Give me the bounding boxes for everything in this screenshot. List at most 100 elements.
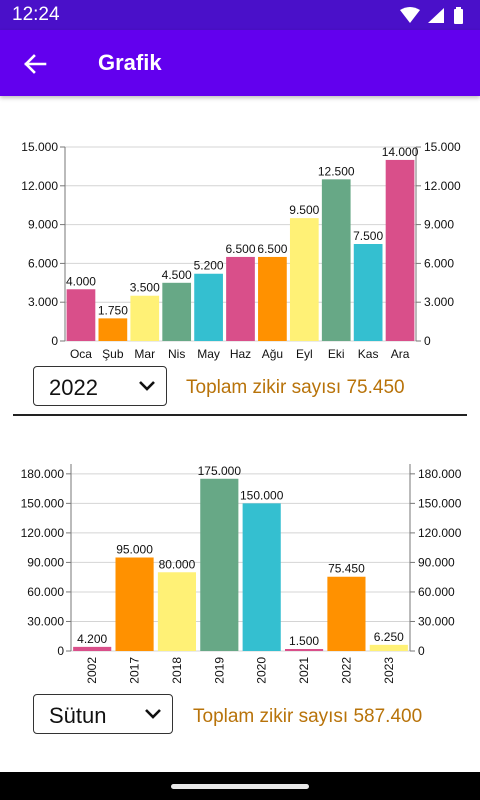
bar-Mar[interactable] [130, 295, 160, 341]
year-dropdown[interactable]: 2022 [33, 366, 167, 406]
bar-value-label: 4.200 [77, 632, 107, 646]
chevron-down-icon [145, 709, 161, 719]
bar-Oca[interactable] [66, 289, 96, 341]
x-tick-label: Şub [102, 347, 124, 361]
x-tick-label: 2002 [85, 657, 99, 684]
bar-Nis[interactable] [162, 282, 192, 341]
chevron-down-icon [139, 381, 155, 391]
back-button[interactable] [18, 47, 52, 81]
y-tick-label-left: 150.000 [21, 496, 65, 510]
battery-icon [454, 7, 463, 24]
x-tick-label: 2021 [297, 657, 311, 684]
bar-2017[interactable] [115, 557, 154, 652]
y-tick-label-left: 30.000 [27, 614, 64, 628]
bar-2018[interactable] [157, 572, 197, 651]
bar-2019[interactable] [200, 478, 239, 651]
wifi-icon [400, 7, 420, 23]
bar-2022[interactable] [327, 576, 366, 651]
bar-value-label: 1.500 [289, 634, 319, 648]
arrow-back-icon [24, 54, 47, 74]
bar-value-label: 3.500 [130, 281, 160, 295]
y-tick-label-left: 0 [51, 334, 58, 348]
bar-value-label: 5.200 [194, 259, 224, 273]
bar-Eki[interactable] [321, 179, 351, 341]
bar-value-label: 1.750 [98, 303, 128, 317]
monthly-total-text: Toplam zikir sayısı 75.450 [186, 377, 405, 398]
y-tick-label-right: 15.000 [424, 140, 461, 154]
home-gesture-handle[interactable] [171, 784, 309, 789]
bar-2021[interactable] [284, 649, 324, 651]
y-tick-label-right: 12.000 [424, 179, 461, 193]
x-tick-label: Ara [391, 347, 410, 361]
bar-Kas[interactable] [353, 244, 383, 341]
bar-Ağu[interactable] [258, 256, 287, 341]
x-tick-label: 2018 [170, 657, 184, 684]
x-tick-label: 2017 [128, 657, 142, 684]
bar-Eyl[interactable] [289, 218, 319, 341]
x-tick-label: Mar [134, 347, 155, 361]
y-tick-label-right: 60.000 [418, 585, 455, 599]
bar-value-label: 6.250 [374, 630, 404, 644]
chart-type-dropdown[interactable]: Sütun [33, 694, 173, 734]
bar-value-label: 12.500 [318, 164, 355, 178]
bar-value-label: 80.000 [159, 557, 196, 571]
chart-type-dropdown-value: Sütun [49, 703, 107, 728]
bar-value-label: 95.000 [116, 543, 153, 557]
y-tick-label-left: 6.000 [28, 256, 58, 270]
x-tick-label: 2020 [255, 657, 269, 684]
y-tick-label-right: 30.000 [418, 614, 455, 628]
bar-value-label: 6.500 [257, 242, 287, 256]
bar-2020[interactable] [242, 503, 281, 651]
bar-value-label: 4.500 [162, 268, 192, 282]
yearly-total-text: Toplam zikir sayısı 587.400 [193, 706, 423, 727]
bar-Şub[interactable] [98, 318, 128, 341]
y-tick-label-left: 0 [57, 644, 64, 658]
y-tick-label-right: 6.000 [424, 256, 454, 270]
app-bar: Grafik [0, 30, 480, 96]
bar-value-label: 4.000 [66, 274, 96, 288]
y-tick-label-left: 3.000 [28, 295, 58, 309]
bar-2023[interactable] [369, 644, 408, 651]
y-tick-label-right: 180.000 [418, 467, 462, 481]
y-tick-label-right: 0 [418, 644, 425, 658]
y-tick-label-left: 12.000 [21, 179, 58, 193]
y-tick-label-left: 15.000 [21, 140, 58, 154]
x-tick-label: 2019 [212, 657, 226, 684]
bar-value-label: 14.000 [382, 145, 419, 159]
page-title: Grafik [98, 50, 162, 75]
status-time: 12:24 [12, 4, 60, 25]
y-tick-label-right: 120.000 [418, 526, 462, 540]
bar-May[interactable] [194, 273, 223, 341]
y-tick-label-left: 60.000 [27, 585, 64, 599]
y-tick-label-left: 90.000 [27, 555, 64, 569]
monthly-bar-chart: 0 0 3.000 3.000 6.000 6.000 9.000 9.000 12.000 12… [21, 140, 461, 361]
y-tick-label-left: 180.000 [21, 467, 65, 481]
signal-icon [428, 8, 444, 23]
bar-value-label: 6.500 [225, 242, 255, 256]
x-tick-label: Eyl [296, 347, 313, 361]
x-tick-label: May [197, 347, 220, 361]
y-tick-label-left: 120.000 [21, 526, 65, 540]
x-tick-label: Ağu [262, 347, 283, 361]
bar-value-label: 7.500 [353, 229, 383, 243]
year-dropdown-value: 2022 [49, 375, 98, 400]
status-bar: 12:24 [0, 0, 480, 30]
y-tick-label-right: 90.000 [418, 555, 455, 569]
y-tick-label-right: 3.000 [424, 295, 454, 309]
bar-2002[interactable] [73, 646, 112, 651]
bar-Ara[interactable] [385, 159, 415, 341]
bar-value-label: 9.500 [289, 203, 319, 217]
y-tick-label-right: 150.000 [418, 496, 462, 510]
y-tick-label-left: 9.000 [28, 218, 58, 232]
status-icons [400, 7, 463, 24]
bar-Haz[interactable] [226, 256, 255, 341]
x-tick-label: 2022 [339, 657, 353, 684]
x-tick-label: 2023 [382, 657, 396, 684]
yearly-bar-chart: 0 0 30.000 30.000 60.000 60.000 90.000 90.000 12… [21, 464, 462, 684]
navigation-bar [0, 772, 480, 800]
y-tick-label-right: 9.000 [424, 218, 454, 232]
x-tick-label: Eki [328, 347, 345, 361]
x-tick-label: Oca [70, 347, 92, 361]
x-tick-label: Kas [358, 347, 379, 361]
x-tick-label: Haz [230, 347, 251, 361]
